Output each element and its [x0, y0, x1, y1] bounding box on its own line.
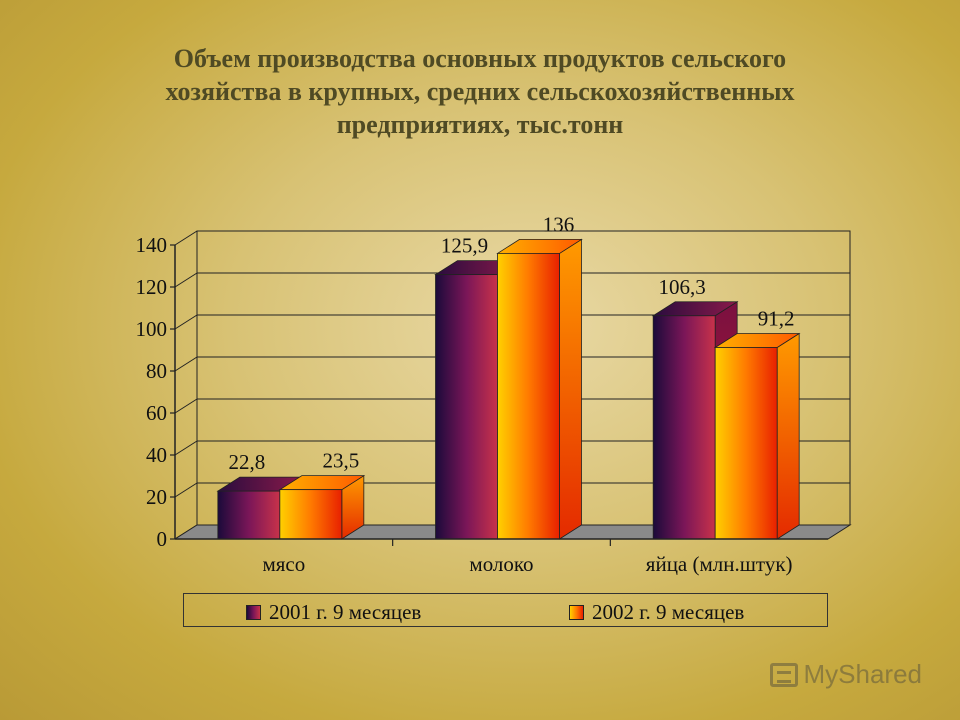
legend-item-2001: 2001 г. 9 месяцев — [246, 600, 421, 625]
bar-2002 — [496, 238, 583, 540]
bar-front-face — [435, 274, 498, 540]
chart-legend: 2001 г. 9 месяцев 2002 г. 9 месяцев — [183, 593, 828, 627]
legend-label-2002: 2002 г. 9 месяцев — [592, 600, 745, 624]
presentation-board-icon — [769, 662, 798, 687]
gridline-side — [174, 482, 198, 498]
legend-swatch-2001 — [246, 605, 261, 620]
bar-2002 — [278, 474, 366, 540]
bar-side-face — [559, 238, 582, 540]
y-tick-label: 100 — [136, 317, 168, 341]
y-tick-label: 60 — [146, 401, 167, 425]
gridline-side — [174, 230, 198, 246]
data-label: 106,3 — [659, 275, 706, 299]
gridline-side — [174, 314, 198, 330]
bar-front-face — [279, 489, 343, 540]
watermark-text: MyShared — [803, 659, 923, 689]
data-label: 136 — [543, 212, 575, 236]
x-category-label: яйца (млн.штук) — [646, 552, 793, 576]
gridline-side — [174, 272, 198, 288]
legend-swatch-2002 — [569, 605, 584, 620]
bar-front-face — [497, 252, 560, 540]
data-label: 23,5 — [322, 449, 359, 473]
chart-title-line: Объем производства основных продуктов се… — [173, 44, 787, 73]
chart-title: Объем производства основных продуктов се… — [60, 42, 900, 141]
y-tick-label: 120 — [136, 275, 168, 299]
y-tick-label: 40 — [146, 443, 167, 467]
bar-front-face — [714, 347, 778, 540]
x-category-label: мясо — [262, 552, 305, 576]
data-label: 125,9 — [441, 234, 488, 258]
chart-title-line: хозяйства в крупных, средних сельскохозя… — [165, 77, 795, 106]
x-category-label: молоко — [469, 552, 533, 576]
bar-front-face — [217, 490, 281, 540]
watermark: MyShared — [769, 659, 923, 690]
data-label: 22,8 — [228, 450, 265, 474]
bar-2002 — [713, 332, 801, 540]
bar-front-face — [652, 315, 716, 540]
legend-label-2001: 2001 г. 9 месяцев — [269, 600, 422, 624]
y-tick-label: 20 — [146, 485, 167, 509]
legend-item-2002: 2002 г. 9 месяцев — [569, 600, 744, 625]
gridline-side — [174, 440, 198, 456]
chart-title-line: предприятиях, тыс.тонн — [336, 110, 624, 139]
y-tick-label: 0 — [157, 527, 168, 551]
y-tick-label: 80 — [146, 359, 167, 383]
data-label: 91,2 — [758, 306, 795, 330]
gridline-side — [174, 398, 198, 414]
gridline-side — [174, 356, 198, 372]
bar-side-face — [776, 332, 800, 540]
y-tick-label: 140 — [136, 233, 168, 257]
